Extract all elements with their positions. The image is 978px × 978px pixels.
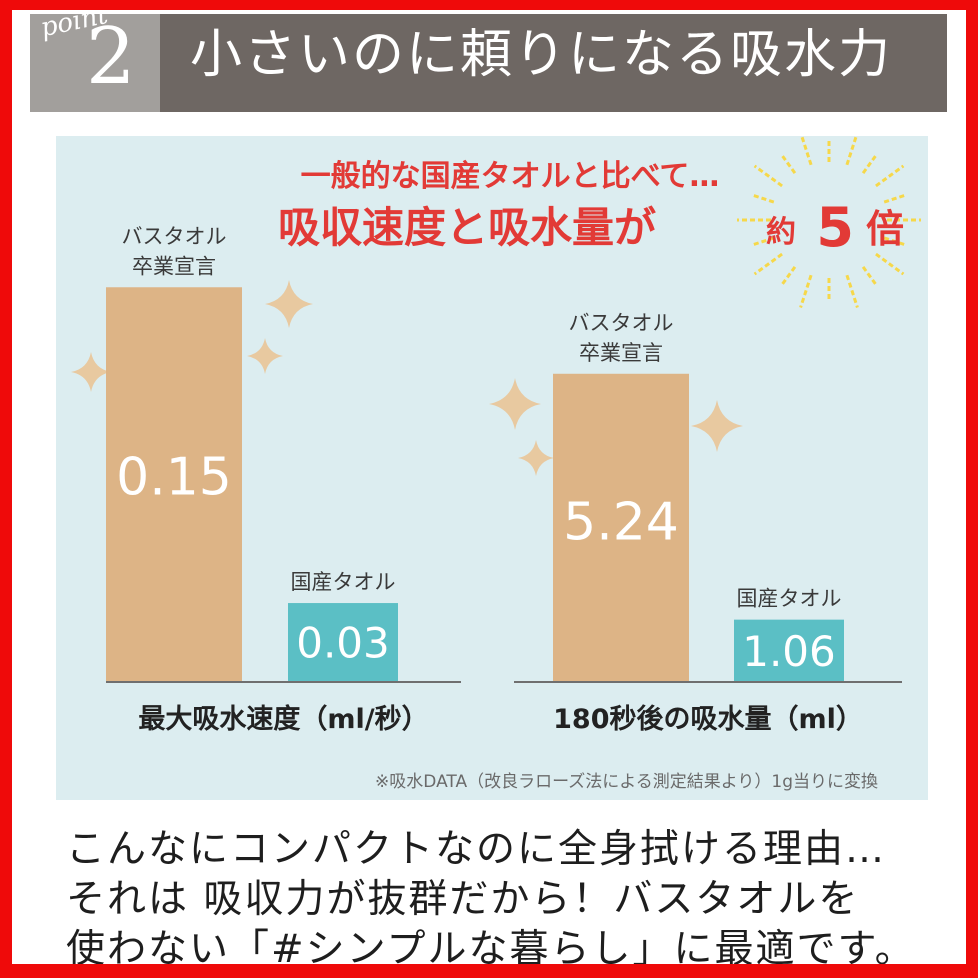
- point-badge: [30, 14, 160, 112]
- bar: [553, 373, 689, 682]
- bar-value-label: 0.15: [116, 448, 232, 508]
- burst-ray: [875, 252, 905, 276]
- bar: [106, 287, 242, 682]
- burst-ray: [875, 164, 905, 188]
- bar: [288, 603, 398, 682]
- sparkle-decorations: [71, 280, 743, 476]
- point-number: 2: [86, 12, 136, 102]
- page-title: 小さいのに頼りになる吸水力: [190, 25, 893, 85]
- bar-value-label: 0.03: [296, 619, 390, 668]
- burst-ray: [883, 193, 908, 204]
- absorption-chart: 一般的な国産タオルと比べて… 吸収速度と吸水量が 約 5 倍 0.15 バスタオル…: [71, 136, 921, 792]
- bar: [734, 619, 844, 682]
- burst-ray: [800, 136, 813, 166]
- description-line: こんなにコンパクトなのに全身拭ける理由…: [66, 827, 887, 872]
- bar-value-label: 5.24: [563, 493, 679, 553]
- burst-ray: [883, 236, 908, 247]
- category-label: 卒業宣言: [132, 254, 216, 278]
- burst-ray: [753, 252, 783, 276]
- category-label: バスタオル: [122, 224, 227, 248]
- headline-suffix: 倍: [866, 207, 904, 251]
- burst-ray: [861, 152, 879, 174]
- chart-panel: 一般的な国産タオルと比べて… 吸収速度と吸水量が 約 5 倍 0.15 バスタオル…: [56, 136, 928, 800]
- category-label: 国産タオル: [737, 587, 842, 611]
- axis-title: 最大吸水速度（ml/秒）: [138, 703, 428, 735]
- burst-ray: [779, 152, 797, 174]
- headline-line2: 吸収速度と吸水量が: [278, 203, 656, 252]
- footnote: ※吸水DATA（改良ラローズ法による測定結果より）1g当りに変換: [375, 772, 878, 792]
- headline-line1: 一般的な国産タオルと比べて…: [301, 159, 720, 194]
- bar-value-label: 1.06: [742, 627, 836, 676]
- sparkle-icon: [265, 280, 313, 328]
- sparkle-icon: [518, 440, 554, 476]
- burst-decoration: [737, 136, 921, 308]
- category-label: 卒業宣言: [579, 341, 663, 365]
- description-line: それは 吸収力が抜群だから！バスタオルを: [66, 877, 860, 922]
- headline-prefix: 約: [766, 215, 796, 250]
- header-band: [30, 14, 947, 112]
- description: こんなにコンパクトなのに全身拭ける理由… それは 吸収力が抜群だから！バスタオル…: [66, 825, 936, 975]
- sparkle-icon: [691, 400, 743, 452]
- sparkle-icon: [489, 378, 541, 430]
- axis-title: 180秒後の吸水量（ml）: [553, 704, 863, 735]
- sparkle-icon: [247, 338, 283, 374]
- sparkle-icon: [71, 352, 111, 392]
- burst-ray: [750, 236, 775, 247]
- description-line: 使わない「#シンプルな暮らし」に最適です。: [66, 927, 916, 972]
- burst-ray: [845, 136, 858, 166]
- headline-number: 5: [816, 196, 854, 259]
- burst-ray: [799, 274, 813, 308]
- category-label: バスタオル: [569, 311, 674, 335]
- burst-ray: [750, 193, 775, 204]
- category-label: 国産タオル: [291, 570, 396, 594]
- burst-ray: [845, 274, 859, 308]
- bar-groups: 0.15バスタオル卒業宣言0.03国産タオル最大吸水速度（ml/秒）5.24バス…: [106, 224, 902, 735]
- burst-ray: [861, 266, 879, 288]
- burst-ray: [779, 266, 797, 288]
- burst-ray: [753, 164, 783, 188]
